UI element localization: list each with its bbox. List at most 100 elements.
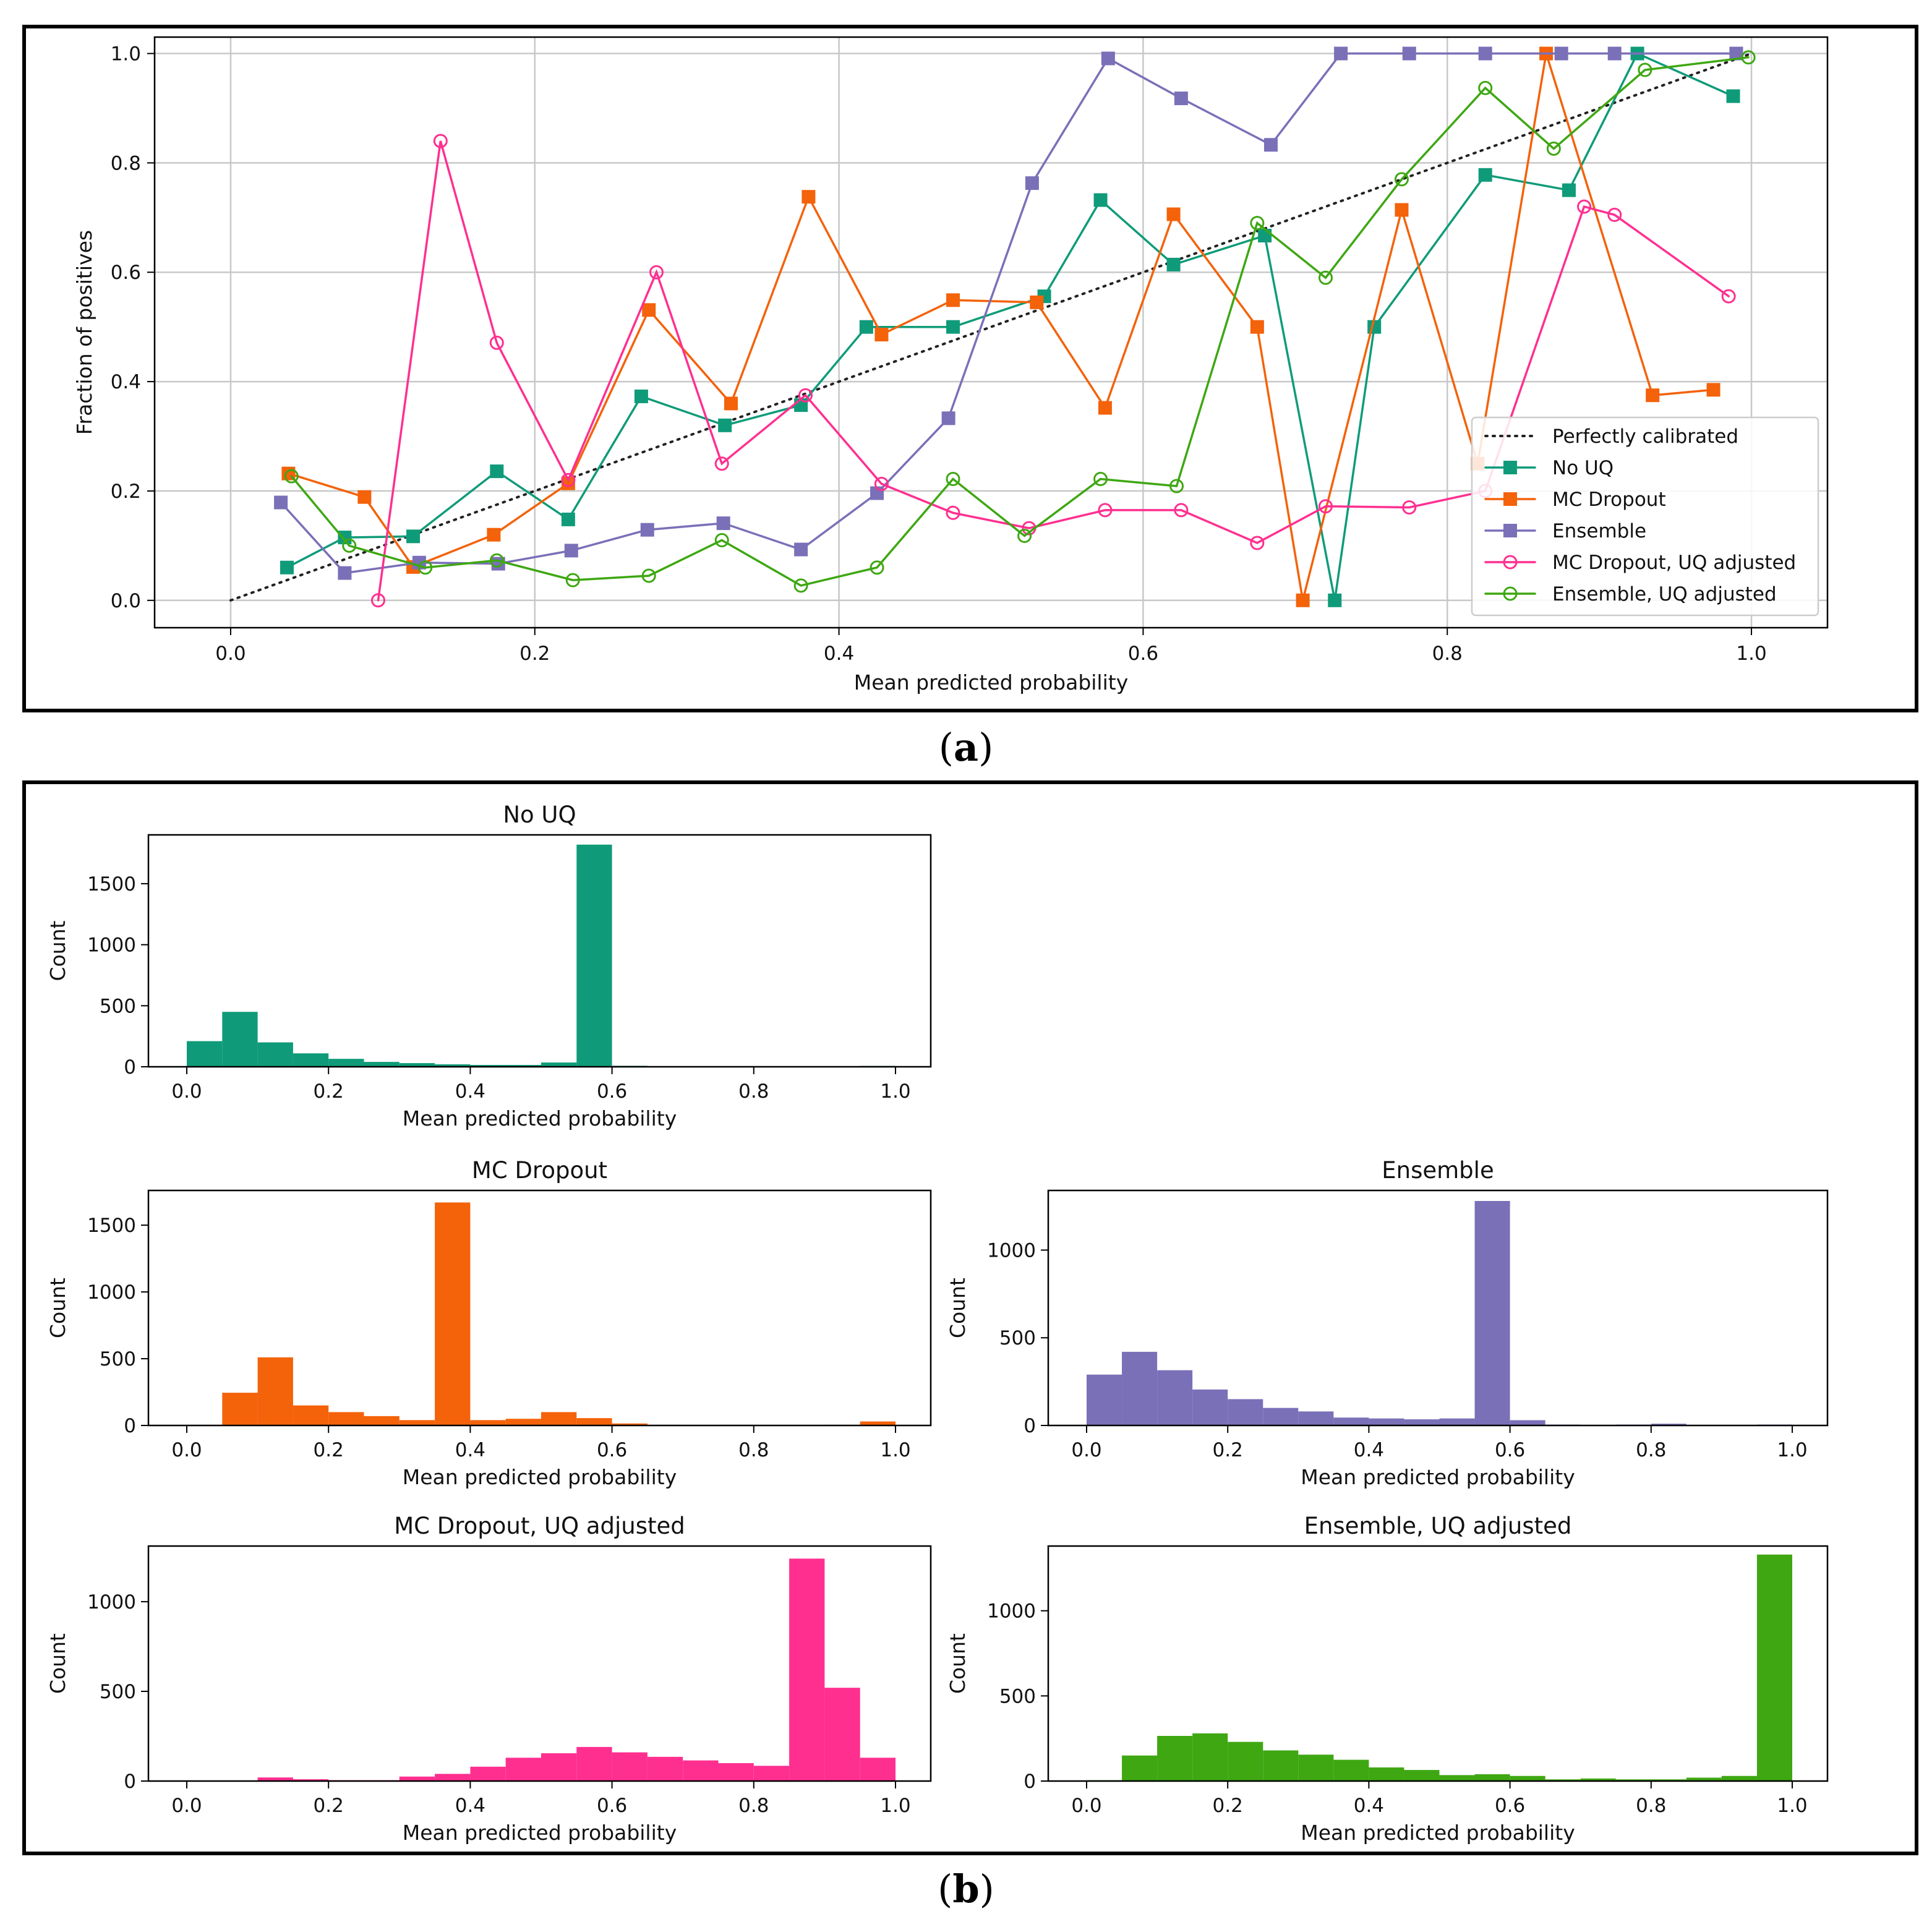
x-tick-label: 0.8 [738,1439,769,1461]
histogram-bar-ens_uq [1369,1767,1404,1781]
x-tick-label: 0.4 [1354,1439,1384,1461]
x-tick-label: 0.4 [455,1439,485,1461]
histogram-bar-mc_uq [789,1558,825,1781]
histogram-bar-ensemble [1228,1399,1263,1425]
x-tick-label: 1.0 [1736,643,1766,665]
data-point-ens_uq [714,533,729,548]
x-tick-label: 0.6 [597,1439,627,1461]
data-point-ens_uq [641,568,656,583]
histogram-bar-no_uq [328,1059,364,1067]
histogram-bar-ensemble [1192,1389,1228,1425]
x-tick-label: 0.8 [1636,1795,1666,1817]
histogram-frame [147,1189,932,1427]
histogram-mc_uq: 0.0 0.2 0.4 0.6 0.8 1.0 0 500 1000 MC Dropout, UQ… [46,1513,932,1845]
histogram-bar-mc_dropout [576,1418,612,1425]
data-point-mc_uq [714,456,729,471]
data-point-no_uq [1562,183,1576,197]
data-point-ensemble [564,544,578,558]
histogram-bar-mc_uq [753,1766,790,1781]
data-point-no_uq [1478,168,1492,182]
histogram-title: No UQ [503,801,576,828]
x-tick-label: 1.0 [1777,1795,1807,1817]
y-axis-label: Count [46,1633,70,1694]
data-point-no_uq [1258,228,1272,242]
data-point-ensemble [941,411,955,425]
y-tick-label: 0.2 [111,481,141,503]
data-point-no_uq [946,320,960,334]
data-point-no_uq [718,418,732,432]
data-point-no_uq [280,560,294,575]
histogram-title: Ensemble, UQ adjusted [1304,1513,1572,1539]
histogram-bar-ensemble [1404,1419,1440,1425]
legend: Perfectly calibrated No UQ MC Dropout Ensem… [1471,416,1819,617]
data-point-ens_uq [870,560,884,575]
x-tick-label: 0.6 [1495,1439,1525,1461]
data-point-mc_uq [1098,503,1113,518]
y-tick-label: 0 [124,1056,136,1079]
histogram-bar-mc_dropout [505,1419,541,1425]
data-point-ens_uq [793,578,808,593]
histogram-bar-ensemble [1122,1351,1158,1425]
histogram-bar-mc_uq [470,1766,506,1781]
legend-label: Ensemble [1552,520,1646,542]
x-tick-label: 0.8 [1636,1439,1666,1461]
data-point-ensemble [640,523,654,537]
x-tick-label: 0.4 [824,643,854,665]
data-point-ensemble [1607,46,1622,61]
histogram-bar-ens_uq [1474,1774,1510,1781]
data-point-mc_uq [1577,199,1592,214]
x-tick-label: 0.0 [171,1439,202,1461]
histogram-bar-mc_dropout [257,1357,293,1425]
histogram-ens_uq: 0.0 0.2 0.4 0.6 0.8 1.0 0 500 1000 Ensemble, UQ a… [946,1513,1829,1845]
histogram-bar-ens_uq [1615,1779,1651,1781]
data-point-ens_uq [1546,141,1561,156]
legend-swatch-marker [1503,492,1517,506]
legend-label: Ensemble, UQ adjusted [1552,583,1777,605]
panel-b-label: (b) [938,1866,994,1912]
data-point-mc_uq [798,388,813,403]
data-point-ens_uq [342,538,357,553]
histogram-bar-mc_uq [293,1779,329,1781]
histogram-bar-ensemble [1157,1370,1193,1425]
histogram-bar-mc_uq [576,1746,612,1781]
data-point-mc_dropout [1296,593,1310,607]
x-tick-label: 0.2 [1213,1439,1243,1461]
data-point-ensemble [794,542,808,557]
y-axis-label: Count [946,1633,970,1694]
legend-label: Perfectly calibrated [1552,425,1738,448]
data-point-mc_uq [1721,289,1736,304]
data-point-ensemble [1025,176,1039,190]
histogram-bar-ens_uq [1298,1754,1334,1781]
data-point-ensemble [1729,46,1743,61]
series-line-mc_dropout [287,53,1715,601]
data-point-ens_uq [1741,50,1756,65]
x-axis-label: Mean predicted probability [1301,1465,1575,1489]
x-tick-label: 0.6 [597,1080,627,1103]
histogram-frame [1047,1189,1829,1427]
x-tick-label: 0.8 [1432,643,1463,665]
y-tick-label: 1.0 [111,43,141,66]
histogram-bar-mc_dropout [860,1421,895,1425]
x-axis-label: Mean predicted probability [1301,1821,1575,1845]
y-tick-label: 0 [1024,1771,1036,1793]
histogram-bar-ens_uq [1580,1778,1616,1781]
data-point-no_uq [406,529,421,544]
histogram-frame [147,1545,932,1782]
data-point-mc_uq [946,505,960,520]
data-point-ensemble [1402,46,1416,61]
histogram-bar-mc_uq [257,1777,293,1781]
data-point-mc_dropout [1646,388,1660,403]
histogram-bar-mc_dropout [328,1412,364,1425]
x-tick-label: 0.2 [314,1795,344,1817]
histogram-bar-mc_dropout [470,1420,506,1425]
data-point-ensemble [1334,46,1348,61]
x-tick-label: 1.0 [880,1439,910,1461]
y-axis-label: Count [46,1278,70,1338]
histogram-bar-mc_dropout [293,1405,329,1425]
x-axis-label: Mean predicted probability [854,670,1129,694]
histogram-bar-ensemble [1333,1417,1369,1425]
series-line-ens_uq [290,56,1750,587]
histogram-bar-ens_uq [1122,1755,1158,1781]
histogram-mc_dropout: 0.0 0.2 0.4 0.6 0.8 1.0 0 500 1000 1500 MC Dropout… [46,1157,932,1489]
